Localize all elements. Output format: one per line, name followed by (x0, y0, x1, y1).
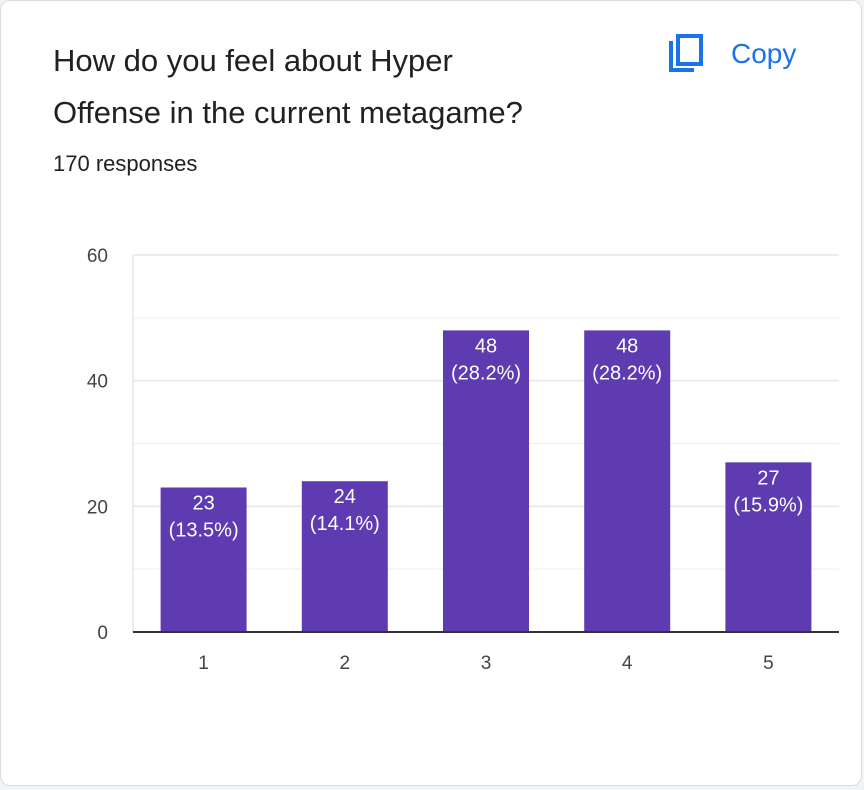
x-tick-label: 1 (198, 653, 209, 674)
x-tick-label: 2 (340, 653, 351, 674)
bar[interactable] (160, 487, 247, 632)
bar-data-label: 24 (334, 486, 356, 508)
bar-data-label: (15.9%) (733, 494, 803, 516)
bars (160, 330, 812, 632)
question-title-line-2: Offense in the current metagame? (53, 95, 523, 130)
bar-data-label: 48 (616, 335, 638, 357)
bar-data-label: 23 (192, 492, 214, 514)
y-tick-label: 40 (87, 372, 108, 393)
question-title: How do you feel about Hyper Offense in t… (53, 35, 613, 139)
copy-icon (669, 34, 703, 72)
x-axis-ticks: 1 2 3 4 5 (133, 631, 839, 674)
bar-data-label: (28.2%) (451, 362, 521, 384)
y-tick-label: 20 (87, 497, 108, 518)
copy-button[interactable]: Copy (667, 31, 796, 77)
y-tick-label: 0 (97, 623, 108, 644)
bar-data-label: (28.2%) (592, 362, 662, 384)
bar-data-label: (14.1%) (310, 513, 380, 535)
copy-label: Copy (731, 38, 797, 69)
y-axis-ticks: 0 20 40 60 (87, 246, 108, 644)
bar-data-label: 48 (475, 335, 497, 357)
bar-data-label: 27 (757, 467, 779, 489)
response-count: 170 responses (53, 151, 198, 176)
question-title-line-1: How do you feel about Hyper (53, 43, 453, 78)
bar[interactable] (301, 481, 388, 632)
bar[interactable] (443, 330, 529, 632)
bar-data-label: (13.5%) (169, 519, 239, 541)
x-tick-label: 4 (622, 653, 633, 674)
bar[interactable] (584, 330, 671, 632)
x-tick-label: 5 (763, 653, 774, 674)
x-tick-label: 3 (481, 653, 492, 674)
bar-data-labels: 23 (13.5%) 24 (14.1%) 48 (28.2%) 48 (28.2%) 27 (1… (169, 335, 804, 541)
bar[interactable] (725, 462, 812, 632)
y-tick-label: 60 (87, 246, 108, 267)
